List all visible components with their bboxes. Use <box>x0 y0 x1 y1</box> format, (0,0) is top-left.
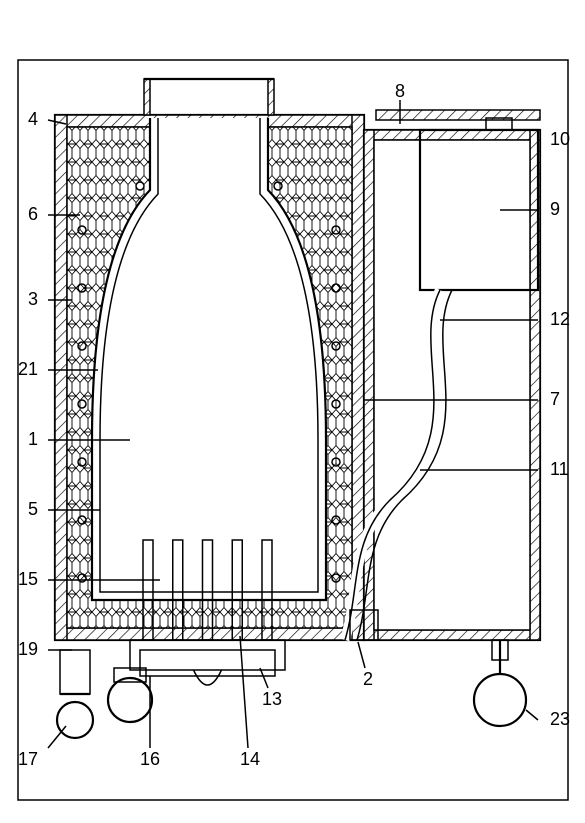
heater-box <box>130 640 285 670</box>
label-21: 21 <box>18 359 38 379</box>
label-13: 13 <box>262 689 282 709</box>
label-9: 9 <box>550 199 560 219</box>
wheel <box>108 678 152 722</box>
furnace-shell-bottom <box>55 628 364 640</box>
label-19: 19 <box>18 639 38 659</box>
label-12: 12 <box>550 309 570 329</box>
label-16: 16 <box>140 749 160 769</box>
collar-right <box>268 79 274 115</box>
caster-bracket <box>60 650 90 694</box>
cabinet-shell-left <box>364 130 374 640</box>
label-1: 1 <box>28 429 38 449</box>
leader-23 <box>526 710 538 720</box>
cabinet-shell-top <box>364 130 540 140</box>
label-4: 4 <box>28 109 38 129</box>
label-23: 23 <box>550 709 570 729</box>
cabinet-shell-bottom <box>364 630 540 640</box>
label-11: 11 <box>550 459 569 479</box>
wheel <box>474 674 526 726</box>
collar-left <box>144 79 150 115</box>
furnace-shell-left <box>55 115 67 640</box>
label-5: 5 <box>28 499 38 519</box>
label-3: 3 <box>28 289 38 309</box>
leader-2 <box>358 642 365 668</box>
label-17: 17 <box>18 749 38 769</box>
label-7: 7 <box>550 389 560 409</box>
label-10: 10 <box>550 129 570 149</box>
leader-17 <box>48 726 66 748</box>
label-2: 2 <box>363 669 373 689</box>
leader-13 <box>260 668 268 688</box>
label-15: 15 <box>18 569 38 589</box>
label-6: 6 <box>28 204 38 224</box>
wheel <box>57 702 93 738</box>
base-bar <box>140 650 275 676</box>
label-8: 8 <box>395 81 405 101</box>
label-14: 14 <box>240 749 260 769</box>
leader-14 <box>240 636 248 748</box>
